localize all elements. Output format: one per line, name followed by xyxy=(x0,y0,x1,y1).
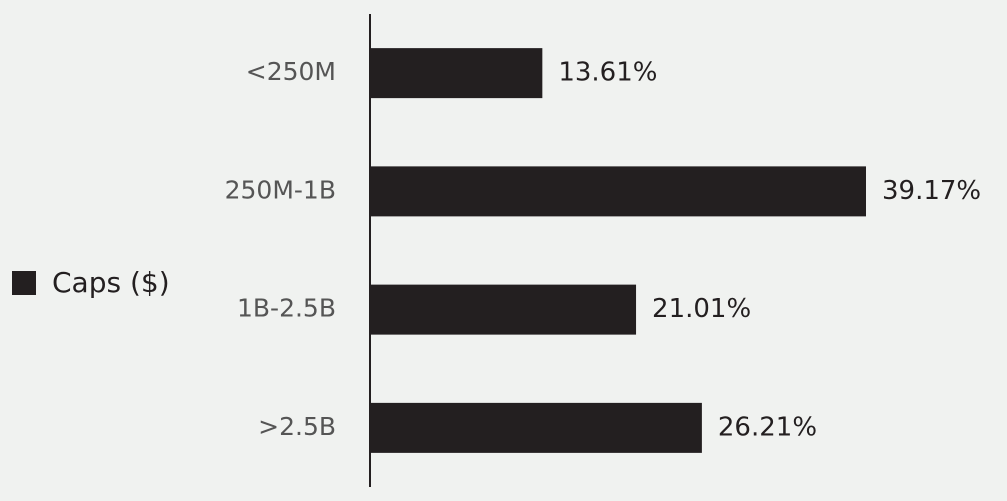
y-tick-label: 1B-2.5B xyxy=(237,294,336,323)
y-tick-label: >2.5B xyxy=(258,412,336,441)
data-label: 26.21% xyxy=(718,412,817,442)
y-tick-label: <250M xyxy=(246,57,336,86)
data-label: 21.01% xyxy=(652,294,751,324)
bar xyxy=(370,48,543,99)
legend-swatch xyxy=(12,271,36,295)
bar xyxy=(370,166,866,217)
bar xyxy=(370,284,637,335)
bar xyxy=(370,402,702,453)
data-label: 13.61% xyxy=(558,58,657,88)
y-tick-label: 250M-1B xyxy=(225,175,336,204)
data-label: 39.17% xyxy=(882,176,981,206)
legend-label: Caps ($) xyxy=(52,266,170,299)
